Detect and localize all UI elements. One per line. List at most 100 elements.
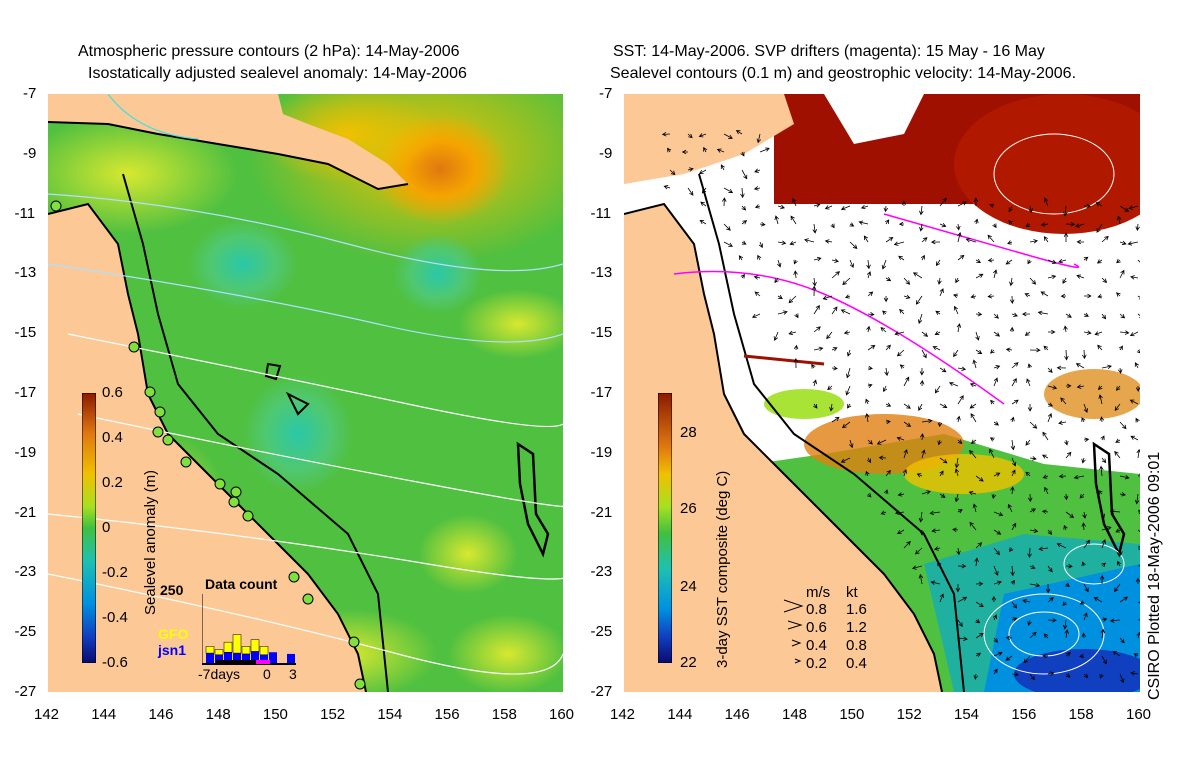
velocity-arrow	[1029, 347, 1041, 353]
velocity-arrow	[939, 593, 944, 603]
velocity-arrow	[1056, 543, 1067, 549]
velocity-arrow	[1073, 474, 1085, 480]
velocity-arrow	[1011, 672, 1019, 677]
velocity-arrow	[1024, 331, 1031, 336]
velocity-arrow	[1099, 673, 1104, 679]
velocity-arrow	[989, 203, 995, 208]
velocity-arrow	[903, 540, 911, 549]
velocity-arrow	[1043, 345, 1049, 351]
velocity-arrow	[831, 271, 840, 279]
velocity-arrow	[1119, 637, 1125, 644]
lon-tick-label: 156	[434, 706, 460, 723]
velocity-arrow	[903, 277, 911, 285]
velocity-arrow	[866, 492, 872, 498]
velocity-arrow	[824, 205, 833, 210]
velocity-arrow	[788, 295, 797, 304]
velocity-arrow	[830, 223, 835, 229]
left-cbar-tick: -0.2	[102, 564, 128, 581]
velocity-arrow	[759, 222, 766, 227]
velocity-arrow	[954, 457, 960, 469]
velocity-arrow	[758, 241, 764, 249]
velocity-arrow	[883, 205, 889, 213]
lat-tick-label: -15	[590, 324, 613, 342]
velocity-arrow	[1119, 421, 1127, 430]
velocity-arrow	[1135, 417, 1140, 423]
velocity-arrow	[1136, 349, 1140, 354]
velocity-arrow	[753, 275, 761, 280]
lat-tick-label: -13	[590, 264, 613, 282]
velocity-arrow	[973, 197, 979, 207]
velocity-arrow	[1083, 256, 1089, 262]
velocity-arrow	[1098, 394, 1103, 405]
velocity-arrow	[912, 272, 923, 279]
velocity-arrow	[1137, 259, 1140, 266]
velocity-arrow	[1075, 223, 1085, 228]
velocity-arrow	[1010, 486, 1015, 495]
velocity-arrow	[921, 331, 929, 337]
left-map	[48, 94, 563, 692]
right-title-line2: Sealevel contours (0.1 m) and geostrophi…	[610, 65, 1077, 82]
velocity-arrow	[831, 347, 838, 352]
velocity-arrow	[972, 503, 978, 513]
velocity-arrow	[1011, 399, 1019, 405]
velocity-arrow	[956, 223, 961, 231]
velocity-arrow	[1008, 205, 1013, 213]
gfo-bar	[214, 649, 224, 656]
gfo-bar	[259, 646, 269, 656]
velocity-arrow	[919, 529, 925, 536]
velocity-arrow	[1042, 474, 1049, 479]
velocity-arrow	[933, 546, 941, 551]
velocity-arrow	[882, 385, 888, 393]
velocity-arrow	[1094, 331, 1103, 336]
jsn1-bar	[287, 653, 295, 664]
velocity-arrow	[774, 277, 779, 284]
velocity-arrow	[698, 169, 707, 174]
velocity-arrow	[881, 259, 887, 270]
velocity-arrow	[1005, 347, 1013, 352]
velocity-arrow	[1038, 546, 1049, 552]
velocity-arrow	[1040, 291, 1049, 297]
velocity-arrow	[975, 475, 984, 482]
lat-tick-label: -13	[14, 264, 37, 282]
velocity-arrow	[937, 439, 942, 446]
papua-new-guinea-land	[48, 94, 408, 189]
velocity-arrow	[1137, 473, 1140, 478]
velocity-arrow	[914, 547, 923, 555]
jsn1-bar	[233, 653, 241, 664]
velocity-arrow	[1064, 629, 1069, 639]
velocity-arrow	[831, 365, 838, 371]
velocity-key-kt: 1.2	[846, 619, 867, 636]
velocity-arrow	[935, 259, 941, 267]
velocity-arrow	[1081, 457, 1086, 464]
velocity-arrow	[1115, 438, 1121, 443]
velocity-arrow	[1029, 582, 1041, 588]
velocity-arrow	[1063, 524, 1068, 531]
velocity-arrow	[1043, 197, 1049, 207]
velocity-arrow	[867, 365, 873, 371]
velocity-arrow	[1065, 582, 1070, 588]
velocity-arrow	[993, 580, 1002, 585]
velocity-arrow	[1083, 612, 1088, 621]
velocity-arrow	[970, 413, 977, 423]
velocity-arrow	[956, 323, 962, 333]
velocity-arrow	[1028, 205, 1033, 214]
velocity-arrow	[1011, 522, 1017, 531]
velocity-arrow	[902, 468, 908, 477]
velocity-arrow	[957, 439, 963, 444]
velocity-arrow	[956, 415, 961, 423]
velocity-arrow	[1083, 437, 1090, 443]
velocity-arrow	[878, 455, 887, 461]
lat-tick-label: -23	[590, 563, 613, 581]
velocity-arrow	[1137, 529, 1140, 532]
velocity-arrow	[1135, 223, 1140, 231]
velocity-arrow	[741, 240, 747, 245]
shelf-edge	[122, 173, 389, 692]
velocity-arrow	[1047, 597, 1054, 603]
velocity-arrow	[896, 529, 905, 535]
velocity-arrow	[1047, 412, 1053, 423]
velocity-arrow	[1136, 448, 1140, 459]
velocity-arrow	[1056, 365, 1067, 371]
velocity-arrow	[919, 379, 925, 387]
velocity-arrow	[1042, 431, 1049, 441]
velocity-arrow	[1081, 632, 1087, 639]
